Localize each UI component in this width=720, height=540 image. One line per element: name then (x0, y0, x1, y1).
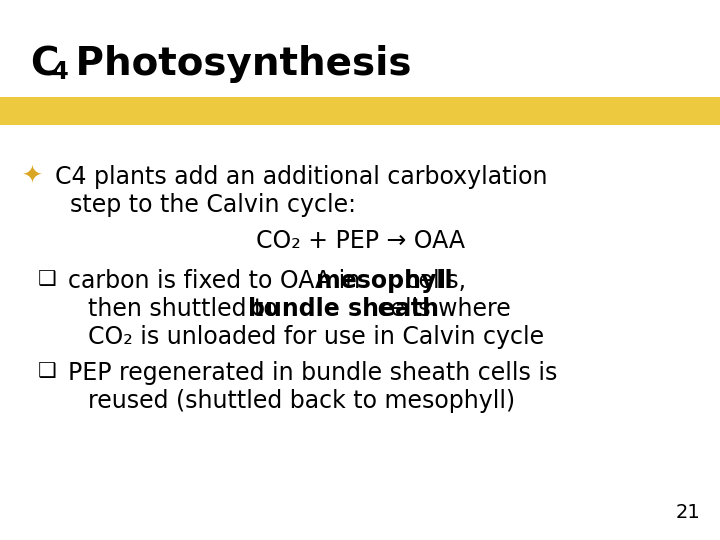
Text: CO₂ + PEP → OAA: CO₂ + PEP → OAA (256, 230, 464, 253)
Text: Photosynthesis: Photosynthesis (62, 45, 412, 83)
Text: bundle sheath: bundle sheath (248, 296, 439, 321)
Text: cells,: cells, (398, 268, 466, 293)
Text: mesophyll: mesophyll (316, 268, 453, 293)
Text: cells where: cells where (370, 296, 510, 321)
Text: ✦: ✦ (22, 165, 43, 189)
Text: reused (shuttled back to mesophyll): reused (shuttled back to mesophyll) (88, 389, 515, 413)
Text: CO₂ is unloaded for use in Calvin cycle: CO₂ is unloaded for use in Calvin cycle (88, 325, 544, 349)
Text: ❑: ❑ (38, 268, 57, 288)
Text: carbon is fixed to OAA in: carbon is fixed to OAA in (68, 268, 368, 293)
FancyBboxPatch shape (0, 97, 720, 125)
Text: 4: 4 (52, 60, 68, 84)
Text: PEP regenerated in bundle sheath cells is: PEP regenerated in bundle sheath cells i… (68, 361, 557, 385)
Text: ❑: ❑ (38, 361, 57, 381)
Text: C: C (30, 45, 58, 83)
Text: C4 plants add an additional carboxylation: C4 plants add an additional carboxylatio… (55, 165, 547, 189)
Text: 21: 21 (675, 503, 700, 522)
Text: step to the Calvin cycle:: step to the Calvin cycle: (55, 193, 356, 217)
Text: then shuttled to: then shuttled to (88, 296, 285, 321)
